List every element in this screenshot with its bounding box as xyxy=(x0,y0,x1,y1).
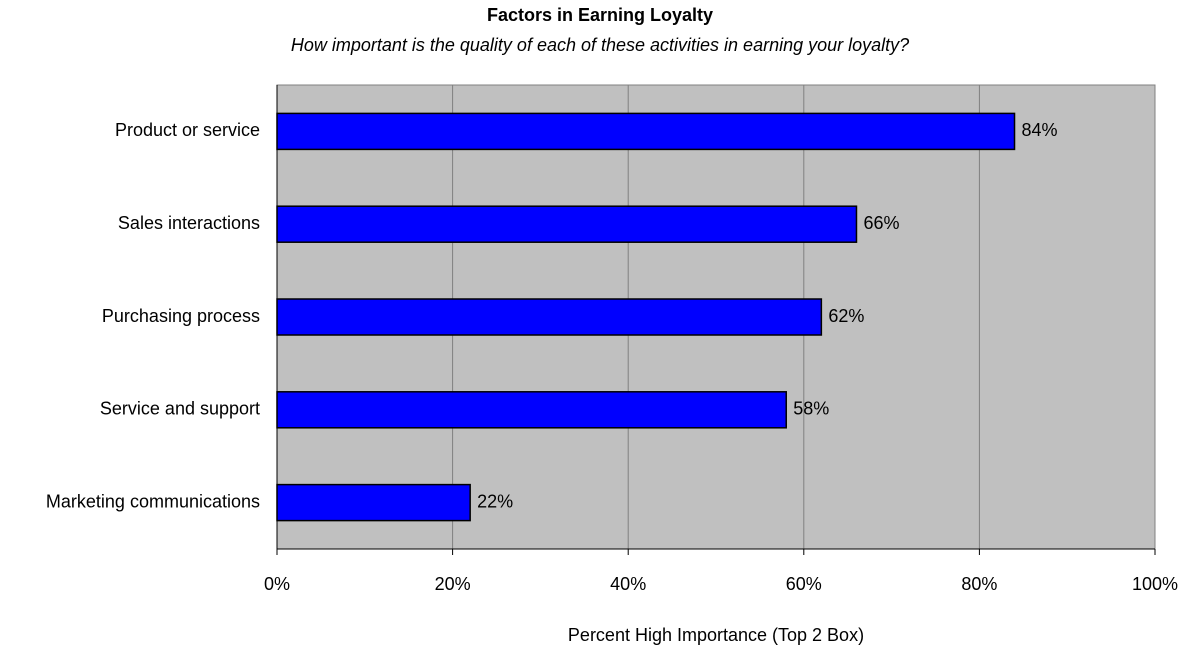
x-tick-label: 40% xyxy=(610,574,646,594)
data-label: 22% xyxy=(477,491,513,511)
bar xyxy=(276,483,471,522)
y-tick-label: Product or service xyxy=(115,120,260,140)
x-tick-label: 60% xyxy=(786,574,822,594)
bar xyxy=(276,391,787,429)
bar xyxy=(276,298,823,336)
x-tick-label: 20% xyxy=(435,574,471,594)
x-tick-label: 80% xyxy=(961,574,997,594)
y-tick-label: Purchasing process xyxy=(102,306,260,326)
data-label: 62% xyxy=(828,306,864,326)
data-label: 66% xyxy=(863,213,899,233)
bar xyxy=(276,205,858,243)
chart-subtitle: How important is the quality of each of … xyxy=(291,35,909,55)
x-tick-label: 0% xyxy=(264,574,290,594)
y-tick-label: Marketing communications xyxy=(46,491,260,511)
x-axis-label: Percent High Importance (Top 2 Box) xyxy=(568,625,864,645)
y-tick-label: Service and support xyxy=(100,399,260,419)
data-label: 58% xyxy=(793,399,829,419)
bar xyxy=(276,112,1016,151)
chart-title: Factors in Earning Loyalty xyxy=(487,5,713,25)
y-tick-label: Sales interactions xyxy=(118,213,260,233)
data-label: 84% xyxy=(1022,120,1058,140)
x-tick-label: 100% xyxy=(1132,574,1178,594)
